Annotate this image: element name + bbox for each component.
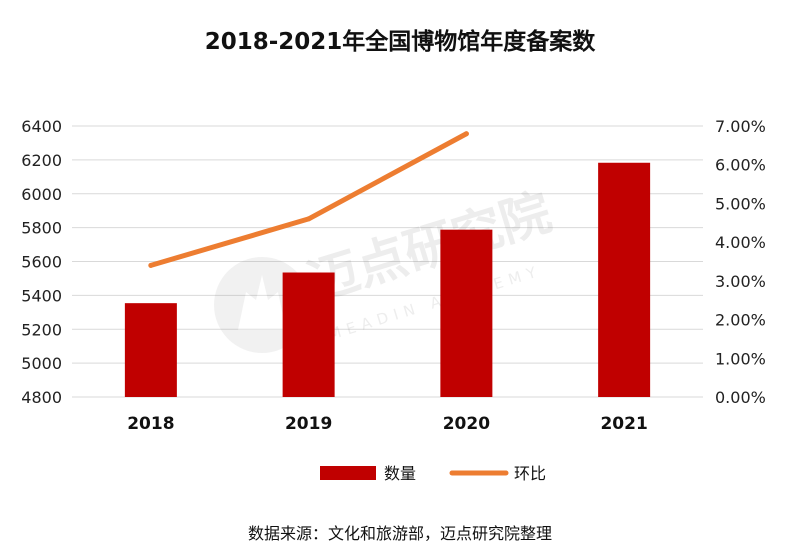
left-tick-label: 5200 bbox=[21, 320, 62, 339]
left-tick-label: 5800 bbox=[21, 219, 62, 238]
right-tick-label: 1.00% bbox=[715, 349, 766, 368]
right-tick-label: 3.00% bbox=[715, 272, 766, 291]
bar-2018 bbox=[124, 303, 177, 397]
grid-lines bbox=[72, 125, 703, 398]
left-tick-label: 6200 bbox=[21, 151, 62, 170]
x-tick-label: 2021 bbox=[600, 414, 647, 434]
bar-2019 bbox=[282, 272, 335, 397]
watermark-emblem-tower bbox=[238, 275, 286, 330]
x-tick-label: 2020 bbox=[443, 414, 490, 434]
legend: 数量 环比 bbox=[320, 464, 546, 483]
source-note: 数据来源：文化和旅游部，迈点研究院整理 bbox=[247, 524, 552, 543]
right-tick-label: 4.00% bbox=[715, 233, 766, 252]
line-point-2020 bbox=[463, 131, 469, 137]
right-tick-label: 2.00% bbox=[715, 311, 766, 330]
left-tick-label: 5000 bbox=[21, 354, 62, 373]
left-tick-label: 4800 bbox=[21, 388, 62, 407]
line-point-2018 bbox=[148, 262, 154, 268]
left-tick-label: 6000 bbox=[21, 185, 62, 204]
legend-label-line: 环比 bbox=[514, 464, 546, 483]
right-tick-label: 5.00% bbox=[715, 194, 766, 213]
legend-swatch-bar bbox=[320, 466, 376, 480]
line-series bbox=[148, 131, 469, 268]
right-tick-label: 7.00% bbox=[715, 117, 766, 136]
x-tick-label: 2019 bbox=[285, 414, 332, 434]
axes: 4800 5000 5200 5400 5600 5800 6000 6200 6400 0.00… bbox=[21, 117, 766, 434]
right-tick-label: 0.00% bbox=[715, 388, 766, 407]
chart-title: 2018-2021年全国博物馆年度备案数 bbox=[204, 29, 596, 55]
legend-label-bar: 数量 bbox=[384, 464, 416, 483]
left-tick-label: 5400 bbox=[21, 286, 62, 305]
left-tick-label: 6400 bbox=[21, 117, 62, 136]
right-tick-label: 6.00% bbox=[715, 156, 766, 175]
bar-series bbox=[124, 162, 651, 397]
watermark-logo: 迈点研究院 MEADIN ACADEMY bbox=[214, 183, 558, 353]
bar-2020 bbox=[440, 229, 493, 397]
bar-2021 bbox=[598, 162, 651, 397]
line-point-2019 bbox=[306, 216, 312, 222]
left-tick-label: 5600 bbox=[21, 253, 62, 272]
x-tick-label: 2018 bbox=[127, 414, 174, 434]
